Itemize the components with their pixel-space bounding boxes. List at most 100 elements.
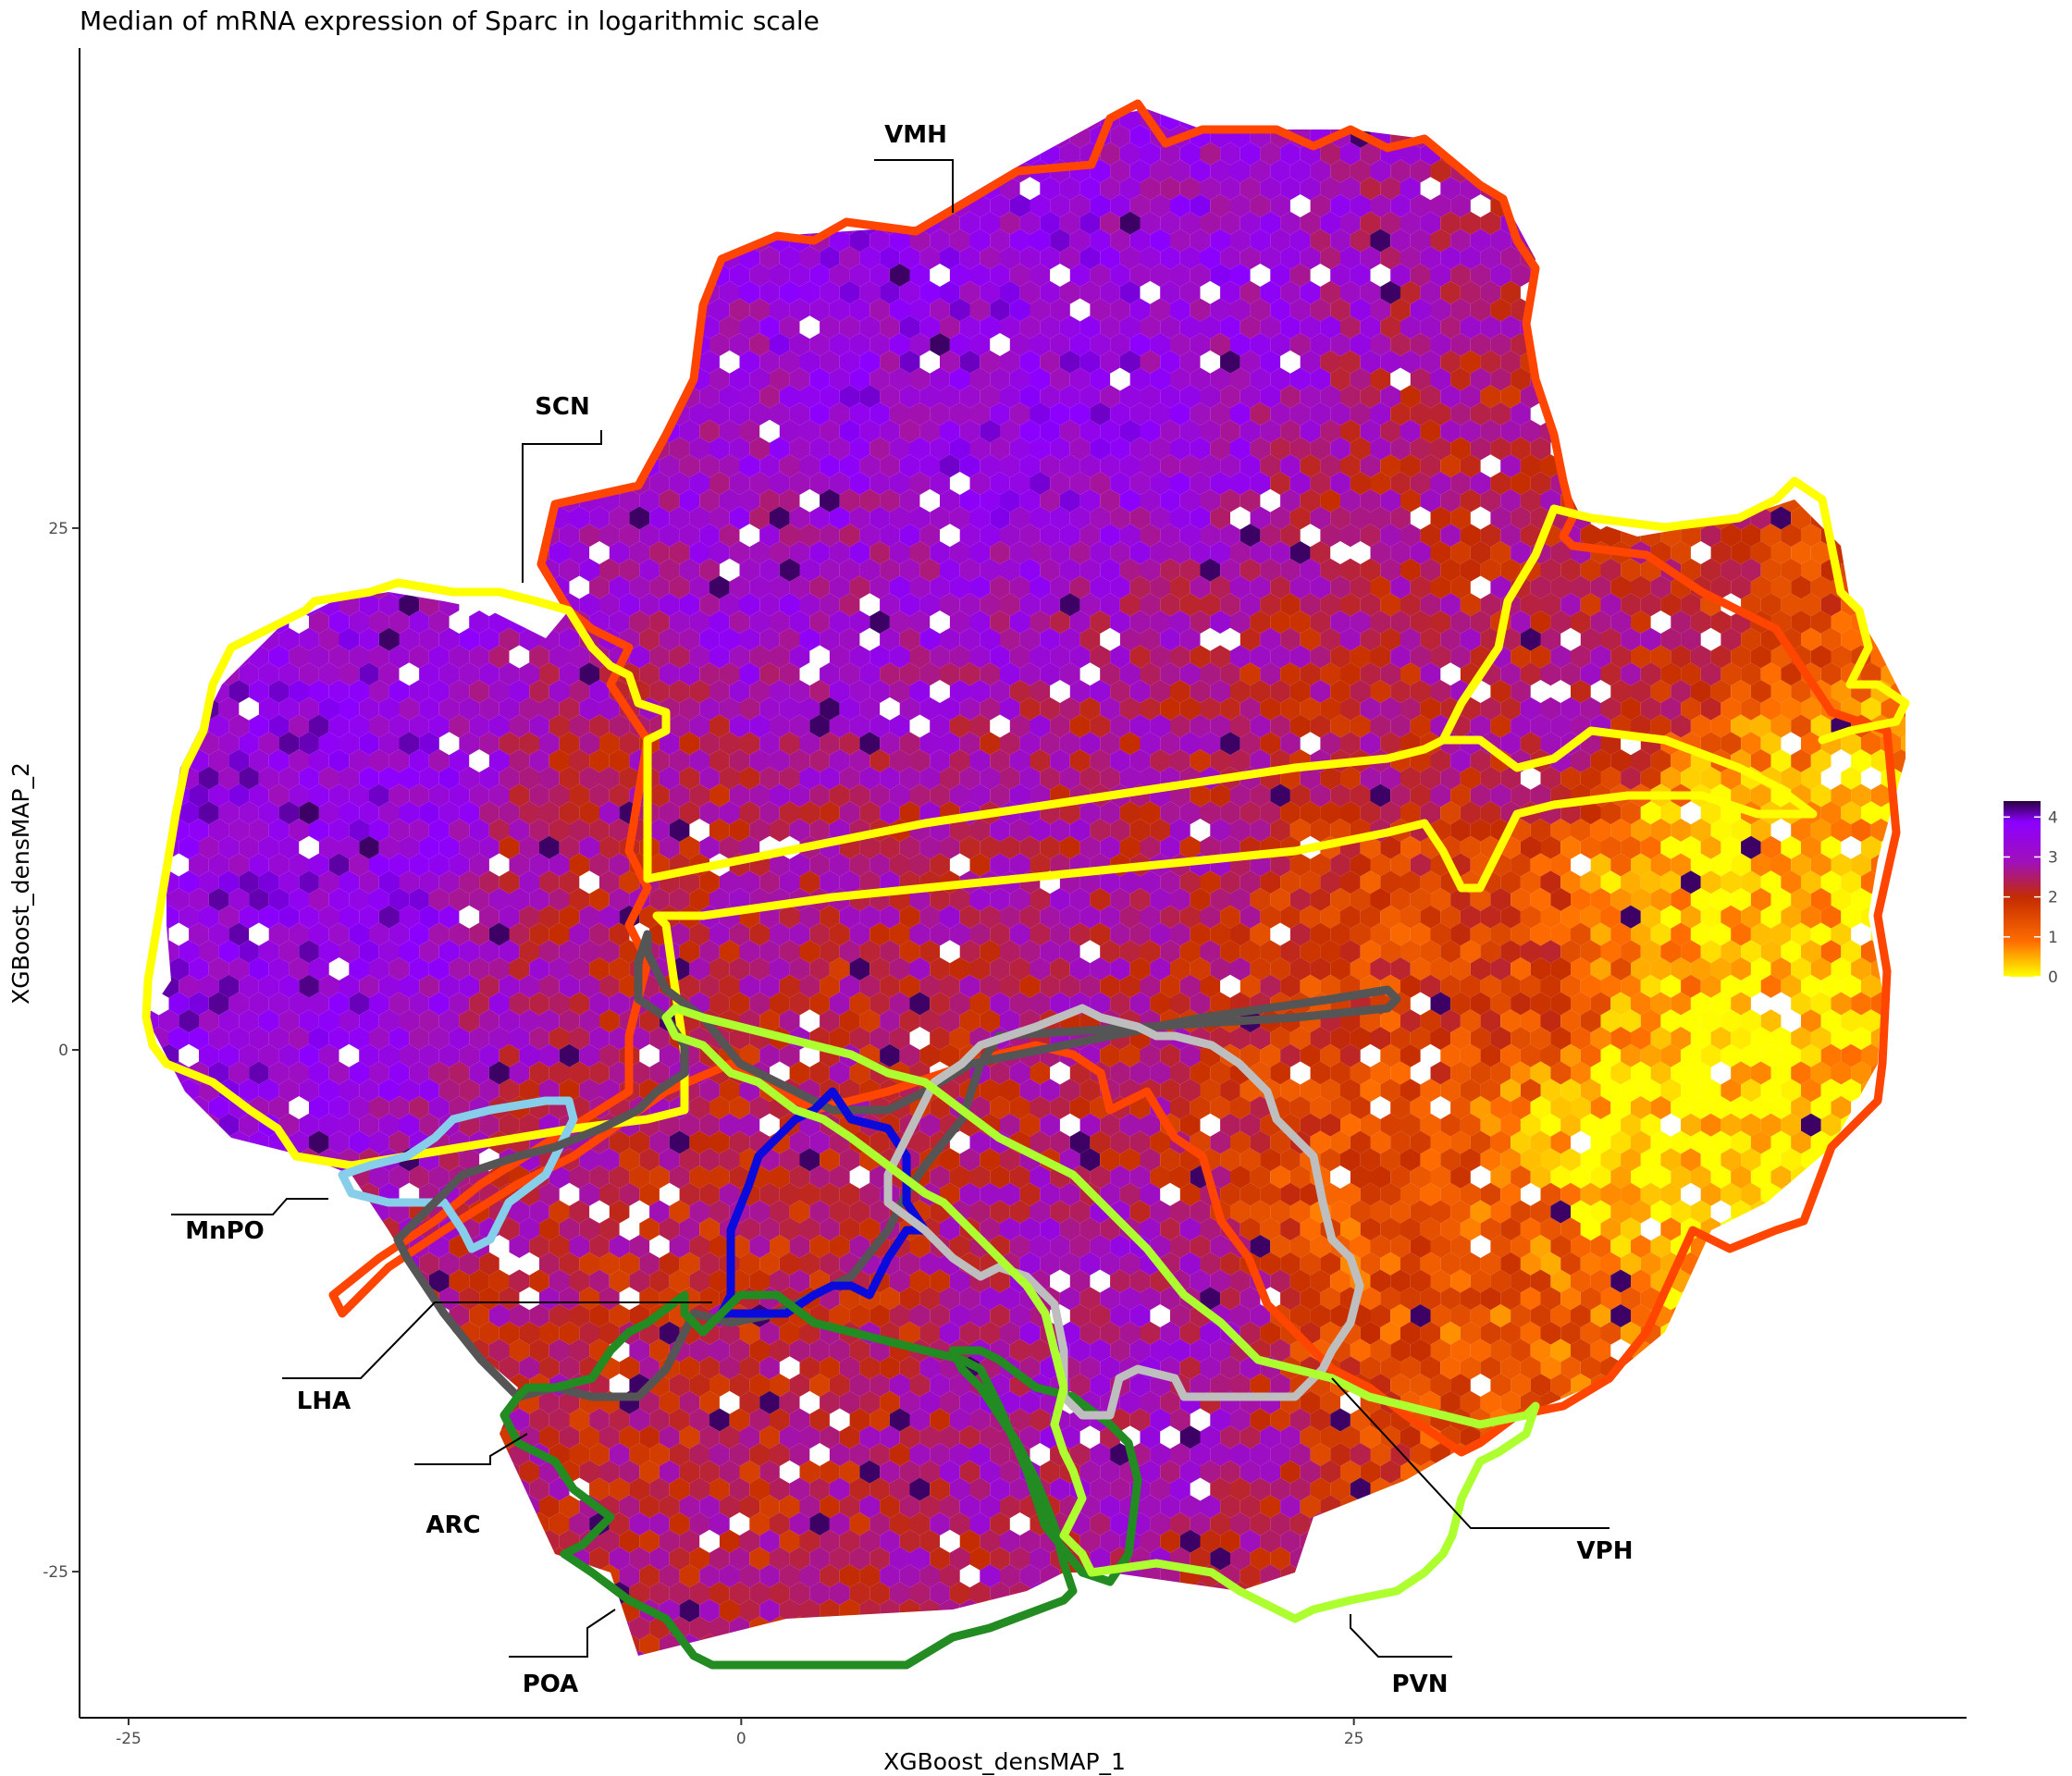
hex-bin — [499, 524, 520, 548]
hex-bin — [378, 385, 400, 409]
hex-bin — [1650, 472, 1671, 495]
hex-bin — [599, 558, 620, 582]
hex-bin — [1891, 957, 1906, 980]
hex-bin — [1571, 437, 1591, 461]
hex-bin — [889, 506, 910, 530]
hex-bin — [799, 246, 820, 270]
hex-bin — [1490, 367, 1511, 391]
hex-bin — [779, 385, 800, 409]
hex-bin — [1560, 350, 1581, 374]
hex-bin — [779, 280, 800, 304]
hex-bin — [609, 749, 630, 772]
hex-bin — [959, 142, 980, 166]
hex-bin — [409, 367, 429, 391]
hex-bin — [1179, 385, 1201, 409]
hex-bin — [1190, 541, 1211, 564]
hex-bin — [409, 402, 429, 426]
hex-bin — [1520, 697, 1541, 721]
hex-bin — [759, 142, 780, 166]
hex-bin — [146, 333, 149, 356]
hex-bin — [799, 766, 820, 790]
hex-bin — [1330, 714, 1350, 738]
hex-bin — [519, 662, 539, 686]
hex-bin — [218, 593, 240, 617]
hex-bin — [488, 367, 510, 391]
hex-bin — [1841, 524, 1861, 548]
hex-bin — [1831, 472, 1852, 495]
hex-bin — [679, 732, 700, 756]
hex-bin — [309, 437, 329, 461]
hex-bin — [1079, 177, 1101, 201]
hex-bin — [629, 575, 650, 599]
hex-bin — [770, 437, 790, 461]
hex-bin — [1861, 350, 1881, 374]
hex-bin — [1820, 177, 1842, 201]
hex-bin — [146, 610, 149, 634]
hex-bin — [1250, 367, 1271, 391]
hex-bin — [549, 298, 570, 322]
hex-bin — [1660, 488, 1682, 512]
hex-bin — [859, 697, 881, 721]
hex-bin — [1480, 350, 1501, 374]
hex-bin — [1810, 575, 1832, 599]
hex-bin — [669, 298, 690, 322]
hex-bin — [208, 109, 229, 114]
hex-bin — [349, 159, 369, 183]
hex-bin — [1520, 142, 1541, 166]
hex-bin — [1640, 109, 1661, 131]
hex-bin — [669, 437, 690, 461]
hex-bin — [599, 142, 620, 166]
hex-bin — [1280, 211, 1301, 235]
hex-bin — [1360, 454, 1381, 478]
hex-bin — [1540, 177, 1561, 201]
hex-bin — [1520, 662, 1541, 686]
hex-bin — [388, 402, 410, 426]
hex-bin — [889, 228, 910, 253]
hex-bin — [1390, 575, 1411, 599]
hex-bin — [1781, 524, 1801, 548]
hex-bin — [569, 367, 590, 391]
hex-bin — [409, 437, 429, 461]
hex-bin — [1490, 472, 1511, 495]
hex-bin — [559, 350, 580, 374]
hex-bin — [659, 488, 680, 512]
hex-bin — [629, 298, 650, 322]
hex-bin — [1590, 194, 1611, 217]
hex-bin — [399, 350, 420, 374]
hex-bin — [1831, 109, 1852, 114]
hex-bin — [619, 177, 640, 201]
hex-bin — [1289, 264, 1311, 287]
hex-bin — [268, 333, 290, 356]
hex-bin — [1891, 1061, 1906, 1085]
hex-bin — [809, 264, 830, 287]
hex-bin — [1610, 159, 1631, 183]
hex-bin — [1480, 488, 1501, 512]
hex-bin — [1621, 350, 1641, 374]
hex-bin — [699, 177, 720, 201]
hex-bin — [1370, 194, 1391, 217]
hex-bin — [889, 541, 910, 564]
hex-bin — [459, 142, 480, 166]
hex-bin — [449, 125, 470, 148]
hex-bin — [1420, 246, 1441, 270]
hex-bin — [249, 333, 269, 356]
hex-bin — [849, 645, 870, 669]
hex-bin — [820, 558, 840, 582]
hex-bin — [859, 177, 881, 201]
hex-bin — [1550, 610, 1571, 634]
hex-bin — [168, 506, 190, 530]
hex-bin — [399, 488, 420, 512]
hex-bin — [679, 454, 700, 478]
hex-bin — [739, 627, 760, 651]
hex-bin — [639, 246, 660, 270]
hex-bin — [1781, 419, 1801, 443]
hex-bin — [289, 298, 309, 322]
hex-bin — [820, 627, 840, 651]
hex-bin — [179, 627, 199, 651]
hex-bin — [1621, 177, 1641, 201]
hex-bin — [829, 228, 850, 253]
hex-bin — [479, 350, 500, 374]
hex-bin — [1009, 680, 1030, 703]
hex-bin — [1760, 385, 1782, 409]
hex-bin — [689, 109, 709, 114]
